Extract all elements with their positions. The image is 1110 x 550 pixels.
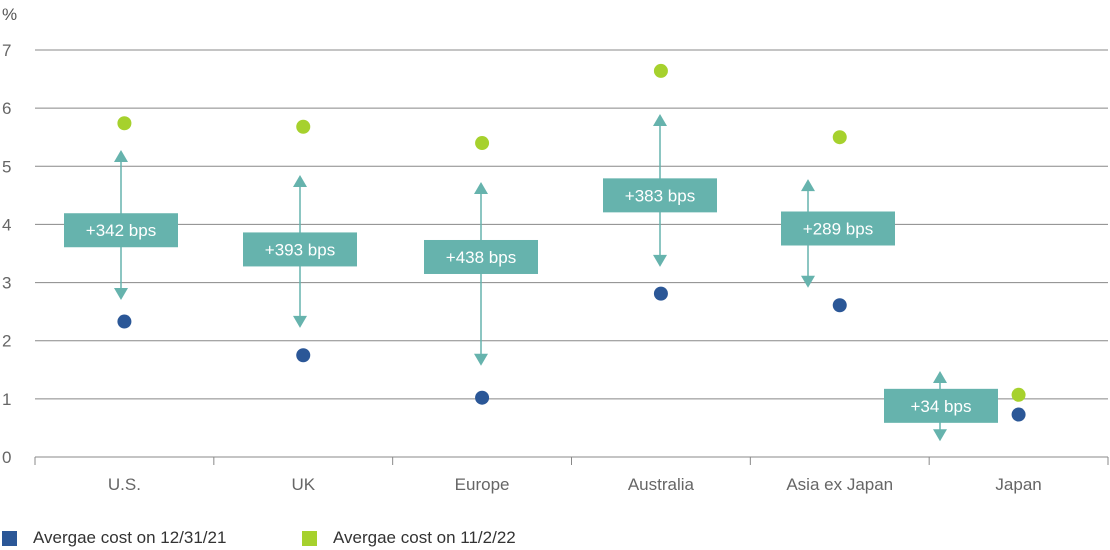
annotation-box: [603, 178, 717, 213]
point-2022: [1011, 387, 1026, 402]
legend-label: Avergae cost on 12/31/21: [33, 528, 227, 547]
point-2022: [653, 63, 668, 78]
x-tick-label: UK: [291, 475, 315, 494]
y-tick-label: 3: [2, 274, 11, 293]
arrow-head-up-icon: [293, 175, 307, 188]
annotation-box: [884, 388, 998, 423]
annotation-box: [243, 232, 357, 267]
annotation-box: [781, 211, 895, 246]
annotation-box: [424, 239, 538, 274]
x-tick-label: U.S.: [108, 475, 141, 494]
y-tick-label: 6: [2, 99, 11, 118]
annotation-label: +383 bps: [625, 186, 695, 205]
legend-item-2022: Avergae cost on 11/2/22: [302, 528, 516, 548]
arrow-head-up-icon: [653, 113, 667, 126]
arrow-head-down-icon: [653, 254, 667, 267]
y-tick-label: 5: [2, 157, 11, 176]
arrow-head-up-icon: [801, 179, 815, 192]
arrow-head-up-icon: [114, 150, 128, 163]
point-2021: [475, 390, 490, 405]
legend-label: Avergae cost on 11/2/22: [333, 528, 516, 547]
x-tick-label: Europe: [455, 475, 510, 494]
arrow-head-down-icon: [114, 288, 128, 301]
arrow-head-down-icon: [801, 275, 815, 288]
legend-swatch-green: [302, 530, 317, 546]
chart: % 0 1 2 3 4 5 6 7 U.S. UK Europe Australia Asia ex Ja…: [2, 5, 1109, 494]
arrow-head-up-icon: [474, 181, 488, 194]
y-axis-label: %: [2, 5, 17, 24]
point-2022: [296, 119, 311, 134]
y-tick-label: 0: [2, 448, 11, 467]
arrow-head-down-icon: [933, 429, 947, 442]
arrow-head-down-icon: [293, 315, 307, 328]
y-tick-label: 7: [2, 41, 11, 60]
annotation-label: +438 bps: [446, 248, 516, 267]
annotation-label: +342 bps: [86, 221, 156, 240]
arrow-head-down-icon: [474, 353, 488, 366]
x-tick-label: Japan: [995, 475, 1041, 494]
point-2021: [117, 314, 132, 329]
annotation-label: +34 bps: [911, 397, 972, 416]
point-2021: [296, 348, 311, 363]
legend-item-2021: Avergae cost on 12/31/21: [2, 528, 226, 548]
point-2021: [653, 286, 668, 301]
x-tick-label: Asia ex Japan: [786, 475, 893, 494]
y-tick-label: 2: [2, 332, 11, 351]
point-2022: [832, 130, 847, 145]
annotation-label: +289 bps: [803, 219, 873, 238]
annotation-box: [64, 213, 178, 248]
point-2021: [1011, 407, 1026, 422]
annotation-label: +393 bps: [265, 240, 335, 259]
y-tick-label: 4: [2, 215, 11, 234]
point-2021: [832, 298, 847, 313]
x-tick-label: Australia: [628, 475, 695, 494]
y-tick-label: 1: [2, 390, 11, 409]
point-2022: [117, 116, 132, 131]
point-2022: [475, 136, 490, 151]
arrow-head-up-icon: [933, 370, 947, 383]
legend-swatch-blue: [2, 530, 17, 546]
